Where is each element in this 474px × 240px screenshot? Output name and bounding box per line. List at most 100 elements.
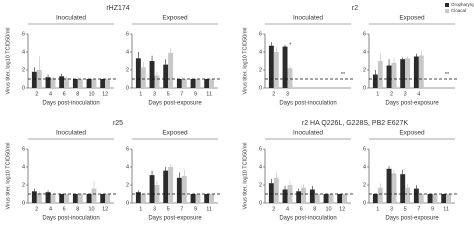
y-tick-label: 2 xyxy=(22,182,25,188)
x-tick-label: 3 xyxy=(153,206,156,212)
y-tick-label: 0 xyxy=(259,85,262,91)
y-tick-label: 4 xyxy=(363,164,366,170)
x-tick-label: 5 xyxy=(404,206,407,212)
x-tick-label: 9 xyxy=(431,206,434,212)
x-tick-label: 11 xyxy=(206,206,212,212)
annotation: ** xyxy=(445,72,450,78)
bar xyxy=(195,194,201,203)
y-axis-label: Virus titer, log10 TCID50/ml xyxy=(242,27,248,94)
bar xyxy=(91,188,97,203)
bar xyxy=(31,71,37,88)
x-tick-label: 5 xyxy=(167,91,170,97)
bar xyxy=(59,76,65,88)
x-tick-label: 3 xyxy=(390,206,393,212)
bar xyxy=(400,174,406,203)
bar xyxy=(372,194,378,203)
x-axis-label: Days post-inoculation xyxy=(42,101,99,107)
x-axis-label: Days post-inoculation xyxy=(279,216,336,222)
bar xyxy=(72,194,78,203)
x-tick-label: 2 xyxy=(272,206,275,212)
bar xyxy=(140,67,146,88)
bar xyxy=(282,46,288,88)
y-tick-label: 6 xyxy=(363,31,366,37)
bar xyxy=(163,170,169,203)
x-tick-label: 8 xyxy=(313,206,316,212)
x-tick-label: 3 xyxy=(286,91,289,97)
y-tick-label: 4 xyxy=(259,49,262,55)
bar xyxy=(441,194,447,203)
bar xyxy=(72,79,78,88)
x-axis-label: Days post-inoculation xyxy=(279,101,336,107)
bar xyxy=(190,194,196,203)
bar xyxy=(328,194,334,203)
bar xyxy=(154,185,160,203)
figure: rHZ174 Virus titer, log10 TCID50/ml Inocul… xyxy=(5,2,474,222)
y-tick-label: 0 xyxy=(363,85,366,91)
legend-label: Oropharyngeal xyxy=(451,2,474,7)
y-tick-label: 6 xyxy=(22,31,25,37)
bar xyxy=(86,194,92,203)
bar xyxy=(413,56,419,88)
bar xyxy=(77,79,83,88)
bar xyxy=(400,59,406,88)
y-tick-label: 0 xyxy=(363,200,366,206)
x-axis-label: Days post-exposure xyxy=(148,216,202,222)
panel-title: r2 xyxy=(352,5,358,12)
bar xyxy=(323,194,329,203)
x-tick-label: 1 xyxy=(139,91,142,97)
bar xyxy=(50,194,56,203)
y-tick-label: 6 xyxy=(259,31,262,37)
x-tick-label: 6 xyxy=(63,206,66,212)
x-tick-label: 4 xyxy=(49,91,52,97)
y-tick-label: 4 xyxy=(22,164,25,170)
y-tick-label: 2 xyxy=(22,67,25,73)
bar xyxy=(386,65,392,88)
bar xyxy=(91,79,97,88)
bar xyxy=(149,175,155,203)
x-tick-label: 9 xyxy=(194,206,197,212)
x-tick-label: 2 xyxy=(390,91,393,97)
group-label: Inoculated xyxy=(56,15,86,22)
y-axis-label: Virus titer, log10 TCID50/ml xyxy=(5,142,11,209)
group-label: Exposed xyxy=(162,130,188,137)
bar xyxy=(168,167,174,203)
bar xyxy=(64,194,70,203)
bar xyxy=(45,77,51,88)
group-label: Exposed xyxy=(399,15,425,22)
bar xyxy=(176,79,182,88)
bar xyxy=(372,74,378,88)
bar xyxy=(209,79,215,88)
bar xyxy=(391,62,397,88)
bar xyxy=(140,194,146,203)
bar xyxy=(301,187,307,203)
x-tick-label: 12 xyxy=(339,206,345,212)
bar xyxy=(59,194,65,203)
panel-title: r2 HA Q226L, G228S, PB2 E627K xyxy=(302,120,409,127)
bar xyxy=(36,193,42,203)
x-tick-label: 1 xyxy=(139,206,142,212)
bar xyxy=(135,58,141,88)
bar xyxy=(190,79,196,88)
bar xyxy=(163,64,169,88)
x-tick-label: 8 xyxy=(76,206,79,212)
bar xyxy=(314,194,320,203)
bar xyxy=(391,173,397,203)
x-tick-label: 8 xyxy=(76,91,79,97)
x-tick-label: 4 xyxy=(417,91,420,97)
y-tick-label: 4 xyxy=(22,49,25,55)
bar xyxy=(287,68,293,88)
annotation: * xyxy=(289,42,292,48)
bar xyxy=(418,194,424,203)
y-tick-label: 4 xyxy=(126,49,129,55)
legend-label: Cloacal xyxy=(451,8,466,13)
bar xyxy=(181,176,187,203)
x-tick-label: 3 xyxy=(404,91,407,97)
x-tick-label: 11 xyxy=(443,206,449,212)
y-tick-label: 6 xyxy=(126,31,129,37)
bar xyxy=(204,194,210,203)
bar xyxy=(100,194,106,203)
bar xyxy=(309,189,315,203)
x-tick-label: 7 xyxy=(417,206,420,212)
x-axis-label: Days post-inoculation xyxy=(42,216,99,222)
y-tick-label: 6 xyxy=(22,146,25,152)
